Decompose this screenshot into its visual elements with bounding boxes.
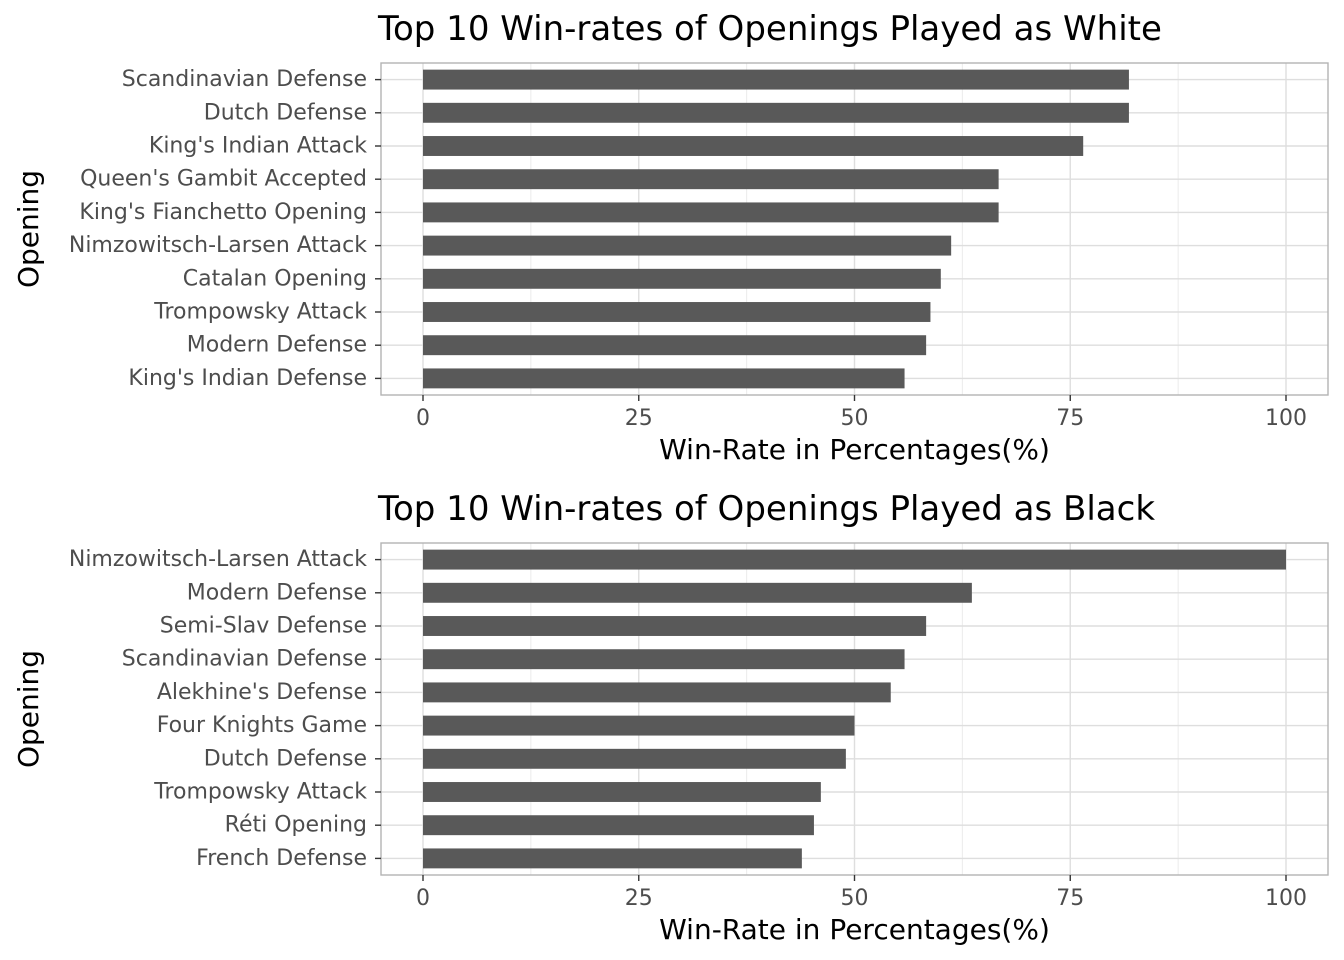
category-label: Semi-Slav Defense bbox=[160, 614, 367, 639]
category-label: Dutch Defense bbox=[204, 746, 367, 771]
y-axis-title: Opening bbox=[12, 650, 45, 768]
category-label: Nimzowitsch-Larsen Attack bbox=[69, 233, 367, 258]
x-axis-title: Win-Rate in Percentages(%) bbox=[659, 433, 1050, 466]
bar bbox=[423, 582, 972, 603]
x-tick-label: 0 bbox=[416, 886, 430, 911]
bar bbox=[423, 302, 931, 322]
bar bbox=[423, 368, 905, 389]
x-tick-label: 50 bbox=[841, 406, 869, 431]
category-label: Scandinavian Defense bbox=[122, 67, 367, 92]
bar bbox=[423, 649, 905, 670]
x-tick-label: 100 bbox=[1265, 886, 1307, 911]
y-axis-title: Opening bbox=[12, 170, 45, 288]
category-label: Dutch Defense bbox=[204, 100, 367, 125]
bar bbox=[423, 815, 814, 836]
bar bbox=[423, 169, 999, 190]
bar bbox=[423, 715, 855, 736]
bar bbox=[423, 202, 999, 223]
bar bbox=[423, 748, 846, 769]
x-tick-label: 100 bbox=[1265, 406, 1307, 431]
bar bbox=[423, 268, 941, 289]
bar bbox=[423, 549, 1286, 570]
category-label: King's Indian Attack bbox=[149, 134, 367, 159]
bar bbox=[423, 616, 927, 636]
category-label: Alekhine's Defense bbox=[157, 680, 367, 705]
x-tick-label: 75 bbox=[1056, 886, 1084, 911]
bar bbox=[423, 782, 821, 802]
x-tick-label: 75 bbox=[1056, 406, 1084, 431]
category-label: French Defense bbox=[196, 846, 367, 871]
category-label: Four Knights Game bbox=[157, 713, 367, 738]
x-tick-label: 25 bbox=[625, 886, 653, 911]
chart-panel-1: Top 10 Win-rates of Openings Played as W… bbox=[12, 9, 1329, 466]
x-tick-label: 25 bbox=[625, 406, 653, 431]
category-label: Trompowsky Attack bbox=[153, 300, 367, 325]
category-label: Modern Defense bbox=[187, 580, 367, 605]
bar bbox=[423, 102, 1129, 123]
bar bbox=[423, 235, 952, 256]
bar bbox=[423, 136, 1084, 156]
category-label: Scandinavian Defense bbox=[122, 647, 367, 672]
category-label: Modern Defense bbox=[187, 333, 367, 358]
category-label: Nimzowitsch-Larsen Attack bbox=[69, 547, 367, 572]
category-label: Catalan Opening bbox=[183, 266, 367, 291]
x-tick-label: 50 bbox=[841, 886, 869, 911]
category-label: King's Fianchetto Opening bbox=[79, 200, 367, 225]
bar bbox=[423, 335, 927, 356]
chart-panel-2: Top 10 Win-rates of Openings Played as B… bbox=[12, 489, 1329, 946]
chart-title: Top 10 Win-rates of Openings Played as W… bbox=[377, 9, 1162, 49]
chart-title: Top 10 Win-rates of Openings Played as B… bbox=[377, 489, 1155, 529]
bar bbox=[423, 682, 891, 703]
category-label: Trompowsky Attack bbox=[153, 780, 367, 805]
category-label: Queen's Gambit Accepted bbox=[80, 167, 367, 192]
category-label: Réti Opening bbox=[225, 813, 367, 838]
category-label: King's Indian Defense bbox=[128, 366, 367, 391]
x-axis-title: Win-Rate in Percentages(%) bbox=[659, 913, 1050, 946]
x-tick-label: 0 bbox=[416, 406, 430, 431]
bar bbox=[423, 848, 802, 869]
bar bbox=[423, 69, 1129, 90]
